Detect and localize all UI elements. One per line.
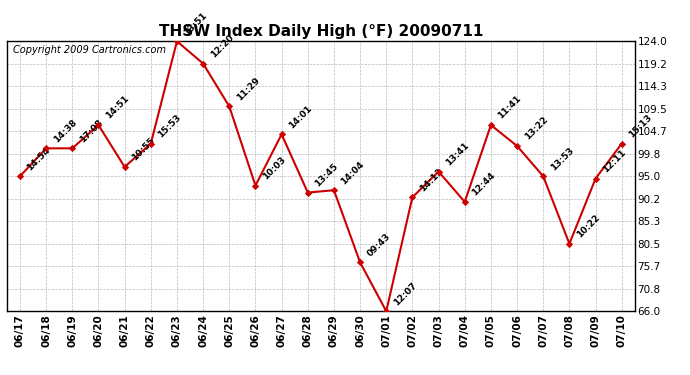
- Point: [381, 308, 392, 314]
- Point: [355, 260, 366, 266]
- Point: [538, 173, 549, 179]
- Point: [328, 187, 339, 193]
- Text: 10:22: 10:22: [575, 213, 602, 240]
- Text: 13:51: 13:51: [183, 10, 209, 37]
- Point: [485, 122, 496, 128]
- Text: 14:13: 14:13: [418, 166, 444, 193]
- Text: 12:44: 12:44: [471, 171, 497, 198]
- Text: 14:01: 14:01: [287, 104, 314, 130]
- Point: [119, 164, 130, 170]
- Point: [460, 199, 471, 205]
- Point: [67, 146, 78, 152]
- Text: 15:13: 15:13: [627, 113, 654, 140]
- Point: [433, 169, 444, 175]
- Text: 14:51: 14:51: [104, 94, 130, 121]
- Text: 11:29: 11:29: [235, 75, 262, 102]
- Text: 11:41: 11:41: [497, 94, 523, 121]
- Title: THSW Index Daily High (°F) 20090711: THSW Index Daily High (°F) 20090711: [159, 24, 483, 39]
- Text: 10:55: 10:55: [130, 136, 157, 163]
- Point: [93, 122, 104, 128]
- Text: 13:41: 13:41: [444, 141, 471, 167]
- Point: [146, 141, 157, 147]
- Point: [250, 183, 261, 189]
- Text: 14:38: 14:38: [52, 117, 79, 144]
- Point: [41, 146, 52, 152]
- Point: [171, 38, 182, 44]
- Point: [14, 173, 26, 179]
- Point: [564, 241, 575, 247]
- Text: 12:07: 12:07: [392, 280, 418, 307]
- Point: [276, 131, 287, 137]
- Text: 12:11: 12:11: [601, 148, 628, 174]
- Point: [224, 104, 235, 110]
- Text: 17:08: 17:08: [78, 117, 104, 144]
- Point: [197, 61, 208, 67]
- Point: [616, 141, 627, 147]
- Point: [511, 143, 522, 149]
- Point: [590, 176, 601, 181]
- Point: [407, 194, 418, 200]
- Text: 14:54: 14:54: [26, 145, 52, 172]
- Text: 10:03: 10:03: [261, 155, 288, 182]
- Text: 13:22: 13:22: [522, 115, 549, 142]
- Point: [302, 189, 313, 195]
- Text: 14:04: 14:04: [339, 159, 366, 186]
- Text: 13:45: 13:45: [313, 162, 340, 188]
- Text: 15:53: 15:53: [157, 113, 183, 140]
- Text: 09:43: 09:43: [366, 231, 393, 258]
- Text: 12:20: 12:20: [208, 33, 235, 59]
- Text: 13:53: 13:53: [549, 146, 575, 172]
- Text: Copyright 2009 Cartronics.com: Copyright 2009 Cartronics.com: [13, 45, 166, 55]
